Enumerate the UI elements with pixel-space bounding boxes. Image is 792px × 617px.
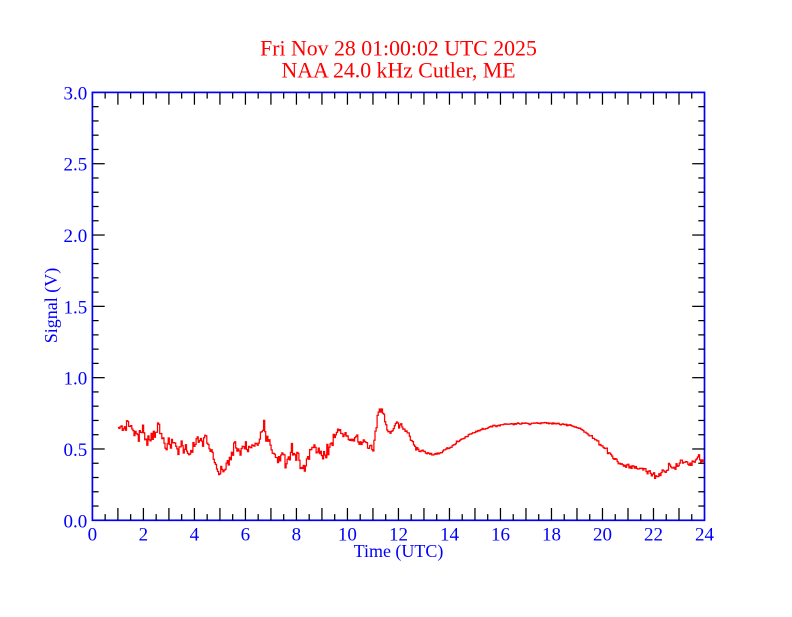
- svg-text:2: 2: [139, 525, 149, 546]
- svg-text:0.0: 0.0: [64, 511, 88, 532]
- svg-text:20: 20: [593, 525, 612, 546]
- svg-text:NAA 24.0 kHz Cutler, ME: NAA 24.0 kHz Cutler, ME: [281, 58, 515, 82]
- svg-text:4: 4: [190, 525, 200, 546]
- svg-text:2.0: 2.0: [64, 226, 88, 247]
- svg-text:18: 18: [542, 525, 561, 546]
- svg-text:0: 0: [88, 525, 98, 546]
- svg-text:3.0: 3.0: [64, 83, 88, 104]
- svg-text:Fri Nov 28 01:00:02 UTC 2025: Fri Nov 28 01:00:02 UTC 2025: [260, 37, 537, 61]
- svg-text:6: 6: [241, 525, 251, 546]
- svg-text:0.5: 0.5: [64, 440, 88, 461]
- svg-text:8: 8: [292, 525, 302, 546]
- svg-text:22: 22: [644, 525, 663, 546]
- svg-text:Signal (V): Signal (V): [41, 268, 62, 344]
- svg-text:16: 16: [491, 525, 510, 546]
- svg-text:1.5: 1.5: [64, 297, 88, 318]
- svg-text:1.0: 1.0: [64, 369, 88, 390]
- svg-text:14: 14: [440, 525, 460, 546]
- svg-text:2.5: 2.5: [64, 155, 88, 176]
- svg-text:10: 10: [338, 525, 357, 546]
- svg-text:Time (UTC): Time (UTC): [354, 541, 444, 562]
- svg-text:12: 12: [389, 525, 408, 546]
- svg-text:24: 24: [695, 525, 715, 546]
